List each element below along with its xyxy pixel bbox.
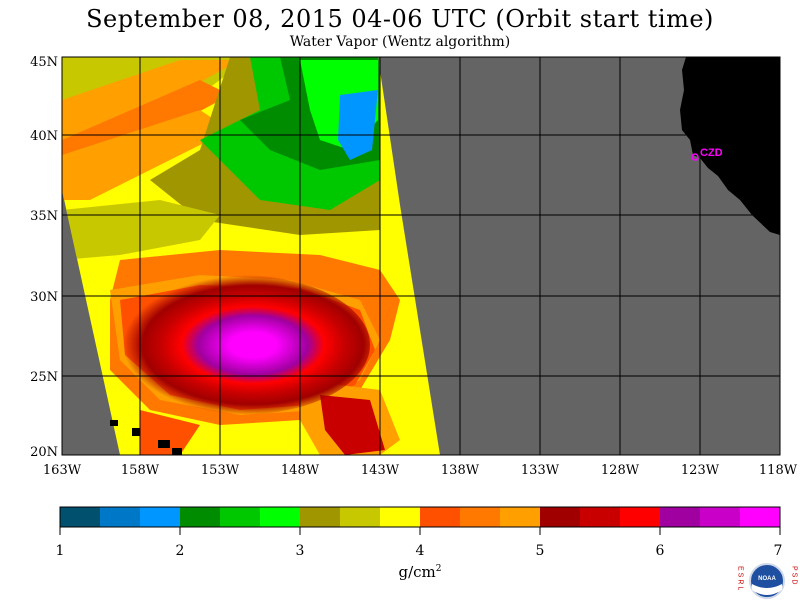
colorbar-swatch bbox=[660, 507, 701, 527]
lon-label-133w: 133W bbox=[521, 463, 560, 478]
lon-label-143w: 143W bbox=[361, 463, 400, 478]
colorbar-label-6: 6 bbox=[656, 543, 665, 559]
lat-label-45n: 45N bbox=[30, 55, 58, 70]
lat-label-20n: 20N bbox=[30, 445, 58, 460]
colorbar-swatch bbox=[300, 507, 341, 527]
grid-lines bbox=[62, 57, 780, 455]
colorbar-label-1: 1 bbox=[56, 543, 65, 559]
lat-label-35n: 35N bbox=[30, 209, 58, 224]
lon-label-153w: 153W bbox=[201, 463, 240, 478]
island bbox=[110, 420, 118, 426]
colorbar-ticks bbox=[59, 527, 781, 535]
colorbar-swatch bbox=[700, 507, 741, 527]
colorbar-swatch bbox=[260, 507, 301, 527]
colorbar-label-4: 4 bbox=[416, 543, 425, 559]
colorbar-swatch bbox=[740, 507, 781, 527]
lat-label-30n: 30N bbox=[30, 290, 58, 305]
land-mass bbox=[680, 57, 780, 235]
colorbar-swatch bbox=[60, 507, 101, 527]
noaa-logo: ESRL NOAA PSD bbox=[737, 563, 798, 599]
lon-label-123w: 123W bbox=[681, 463, 720, 478]
logo-letter-p: PSD bbox=[791, 566, 798, 586]
colorbar-swatch bbox=[580, 507, 621, 527]
colorbar-swatch bbox=[340, 507, 381, 527]
colorbar-label-2: 2 bbox=[176, 543, 185, 559]
lon-label-128w: 128W bbox=[601, 463, 640, 478]
colorbar-label-7: 7 bbox=[774, 543, 783, 559]
lat-label-25n: 25N bbox=[30, 370, 58, 385]
colorbar-swatch bbox=[500, 507, 541, 527]
island bbox=[132, 428, 140, 436]
colorbar-swatch bbox=[180, 507, 221, 527]
colorbar-swatch bbox=[220, 507, 261, 527]
station-label: CZD bbox=[700, 147, 723, 159]
lon-label-158w: 158W bbox=[121, 463, 160, 478]
station-marker bbox=[691, 153, 699, 161]
lon-label-148w: 148W bbox=[281, 463, 320, 478]
map-subtitle: Water Vapor (Wentz algorithm) bbox=[289, 34, 511, 50]
logo-center-text: NOAA bbox=[758, 576, 776, 582]
unit-superscript: 2 bbox=[435, 564, 442, 574]
colorbar-unit: g/cm2 bbox=[0, 563, 800, 581]
longitude-labels: 163W 158W 153W 148W 143W 138W 133W 128W … bbox=[43, 463, 798, 478]
satellite-swath bbox=[62, 57, 440, 455]
map-frame bbox=[61, 56, 781, 456]
logo-letter-e: ESRL bbox=[737, 566, 744, 592]
colorbar-label-3: 3 bbox=[296, 543, 305, 559]
lat-label-40n: 40N bbox=[30, 129, 58, 144]
colorbar-label-5: 5 bbox=[536, 543, 545, 559]
colorbar-swatch bbox=[620, 507, 661, 527]
colorbar-swatch bbox=[540, 507, 581, 527]
lon-label-138w: 138W bbox=[441, 463, 480, 478]
colorbar-swatch bbox=[420, 507, 461, 527]
colorbar-swatch bbox=[460, 507, 501, 527]
colorbar-swatch bbox=[140, 507, 181, 527]
colorbar-tick-labels: 1 2 3 4 5 6 7 bbox=[56, 543, 783, 559]
island bbox=[158, 440, 170, 448]
lon-label-163w: 163W bbox=[43, 463, 82, 478]
map-title: September 08, 2015 04-06 UTC (Orbit star… bbox=[86, 5, 714, 33]
colorbar-swatch bbox=[380, 507, 421, 527]
latitude-labels: 45N 40N 35N 30N 25N 20N bbox=[30, 55, 58, 460]
lon-label-118w: 118W bbox=[759, 463, 798, 478]
unit-text: g/cm bbox=[398, 563, 436, 581]
colorbar-swatch bbox=[100, 507, 141, 527]
island bbox=[172, 448, 182, 455]
colorbar bbox=[60, 507, 781, 527]
